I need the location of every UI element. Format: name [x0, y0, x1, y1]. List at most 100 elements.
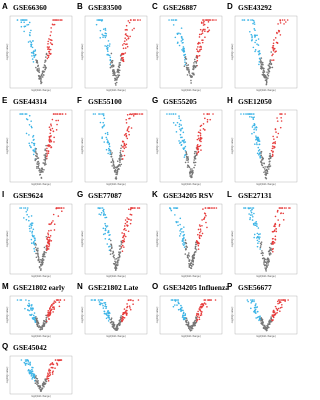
panel-letter: B — [77, 2, 83, 11]
point — [105, 136, 108, 139]
point — [28, 299, 30, 302]
point — [275, 312, 277, 315]
point — [107, 44, 109, 47]
point — [104, 29, 107, 31]
point — [188, 166, 191, 169]
plot-frame — [84, 295, 148, 335]
point — [123, 147, 126, 150]
point — [32, 139, 35, 141]
point — [263, 73, 266, 76]
point — [107, 230, 110, 232]
point — [112, 250, 114, 253]
point — [36, 317, 38, 320]
point — [258, 319, 260, 322]
point — [49, 305, 52, 307]
point — [41, 168, 44, 171]
point — [270, 149, 273, 152]
point — [114, 79, 116, 82]
point — [259, 315, 261, 317]
point — [128, 133, 130, 136]
point — [104, 312, 106, 315]
point — [97, 19, 100, 21]
scatter-points — [97, 207, 141, 271]
point — [200, 46, 203, 48]
point — [200, 149, 202, 151]
point — [261, 158, 264, 160]
point — [54, 359, 57, 361]
point — [97, 207, 99, 209]
point — [109, 253, 112, 255]
point — [56, 299, 59, 301]
point — [99, 29, 102, 32]
point — [259, 152, 261, 154]
point — [30, 375, 33, 377]
point — [271, 314, 274, 317]
point — [104, 232, 106, 235]
point — [111, 59, 114, 62]
point — [271, 54, 273, 57]
point — [185, 247, 187, 250]
point — [50, 366, 53, 369]
point — [44, 159, 46, 161]
point — [200, 140, 202, 143]
point — [255, 126, 258, 128]
point — [104, 237, 107, 240]
scatter-points — [166, 113, 214, 179]
point — [183, 54, 185, 57]
point — [118, 319, 121, 322]
point — [184, 153, 187, 156]
point — [276, 309, 279, 312]
point — [120, 246, 123, 248]
point — [279, 310, 281, 312]
point — [193, 62, 195, 64]
point — [103, 117, 106, 120]
point — [48, 368, 50, 371]
point — [279, 34, 282, 36]
point — [255, 142, 258, 144]
point — [49, 144, 51, 147]
point — [140, 113, 142, 115]
point — [185, 245, 187, 248]
scatter-points — [19, 207, 65, 271]
point — [204, 30, 206, 32]
point — [195, 317, 198, 320]
point — [138, 113, 141, 115]
point — [265, 171, 267, 174]
x-axis-label: log2(fold change) — [181, 89, 200, 92]
point — [198, 236, 201, 238]
point — [102, 210, 105, 213]
point — [119, 251, 121, 254]
point — [190, 264, 193, 267]
point — [35, 252, 37, 255]
point — [30, 227, 33, 229]
point — [119, 318, 122, 321]
point — [195, 314, 198, 317]
point — [258, 53, 260, 56]
point — [29, 223, 32, 225]
point — [250, 302, 252, 304]
point — [255, 312, 257, 314]
point — [124, 52, 127, 54]
point — [23, 21, 25, 24]
point — [112, 70, 114, 73]
point — [127, 35, 129, 38]
point — [47, 241, 49, 244]
point — [48, 50, 51, 53]
point — [126, 45, 129, 48]
point — [272, 53, 274, 55]
point — [183, 246, 186, 248]
point — [49, 138, 51, 141]
point — [50, 239, 53, 242]
point — [50, 134, 52, 137]
point — [117, 70, 120, 73]
point — [95, 23, 98, 26]
point — [271, 145, 274, 147]
point — [194, 245, 197, 248]
point — [105, 32, 108, 35]
point — [116, 325, 119, 327]
point — [121, 232, 123, 234]
point — [116, 166, 118, 168]
